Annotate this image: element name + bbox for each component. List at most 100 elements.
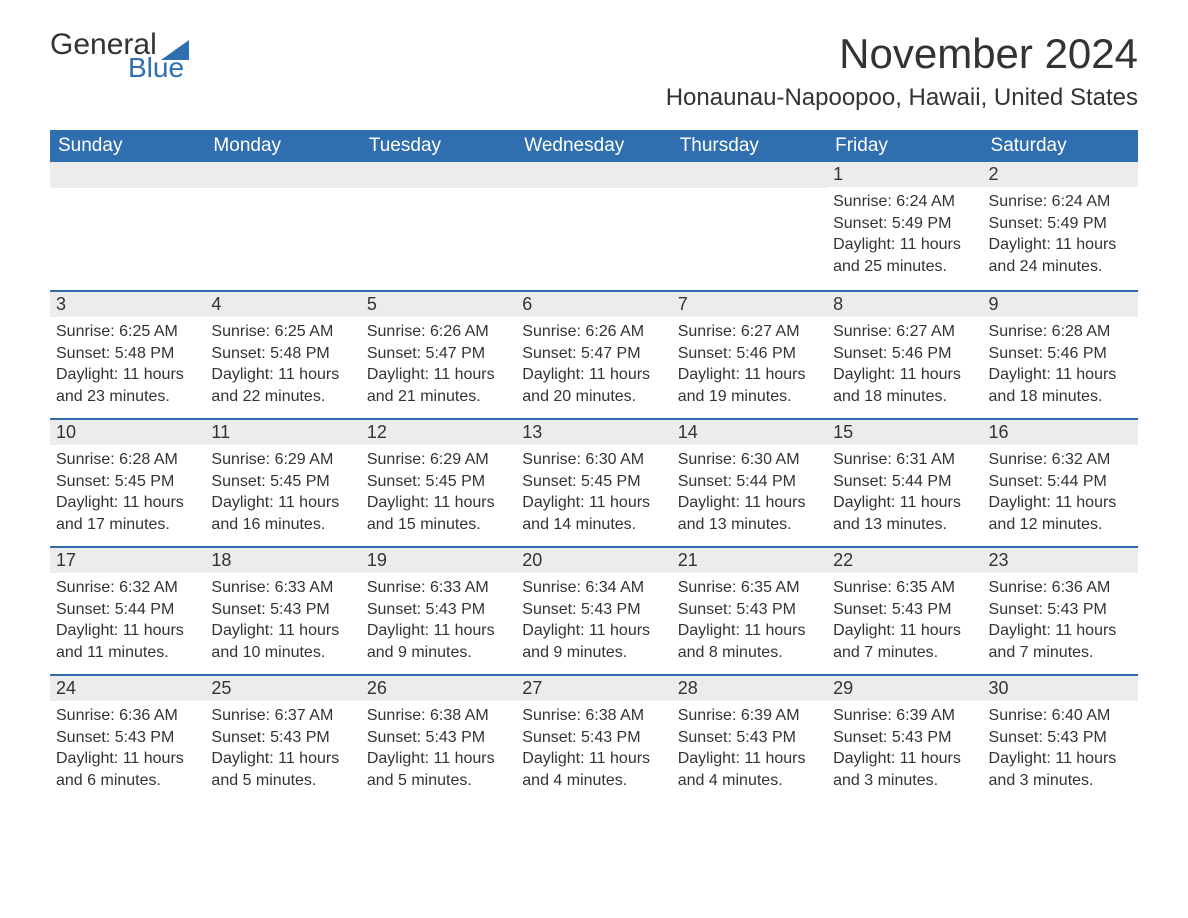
day-details: Sunrise: 6:36 AMSunset: 5:43 PMDaylight:… — [983, 573, 1138, 671]
day-number: 5 — [361, 292, 516, 317]
day-details: Sunrise: 6:36 AMSunset: 5:43 PMDaylight:… — [50, 701, 205, 799]
daylight-text-2: and 10 minutes. — [211, 642, 354, 664]
day-details: Sunrise: 6:39 AMSunset: 5:43 PMDaylight:… — [672, 701, 827, 799]
sunrise-text: Sunrise: 6:29 AM — [211, 449, 354, 471]
day-cell: 4Sunrise: 6:25 AMSunset: 5:48 PMDaylight… — [205, 292, 360, 418]
daylight-text-2: and 4 minutes. — [522, 770, 665, 792]
sunrise-text: Sunrise: 6:27 AM — [833, 321, 976, 343]
sunset-text: Sunset: 5:43 PM — [833, 727, 976, 749]
sunset-text: Sunset: 5:44 PM — [989, 471, 1132, 493]
sunset-text: Sunset: 5:45 PM — [56, 471, 199, 493]
day-details: Sunrise: 6:30 AMSunset: 5:45 PMDaylight:… — [516, 445, 671, 543]
day-cell: 11 Sunrise: 6:29 AMSunset: 5:45 PMDayligh… — [205, 420, 360, 546]
sunrise-text: Sunrise: 6:30 AM — [522, 449, 665, 471]
day-details: Sunrise: 6:29 AMSunset: 5:45 PMDaylight:… — [361, 445, 516, 543]
sunset-text: Sunset: 5:44 PM — [678, 471, 821, 493]
day-cell — [361, 162, 516, 290]
day-cell: 14Sunrise: 6:30 AMSunset: 5:44 PMDayligh… — [672, 420, 827, 546]
daylight-text-1: Daylight: 11 hours — [367, 748, 510, 770]
day-cell: 8Sunrise: 6:27 AMSunset: 5:46 PMDaylight… — [827, 292, 982, 418]
weekday-header: Thursday — [672, 130, 827, 162]
day-number: 25 — [205, 676, 360, 701]
daylight-text-2: and 21 minutes. — [367, 386, 510, 408]
daylight-text-1: Daylight: 11 hours — [211, 620, 354, 642]
sunrise-text: Sunrise: 6:32 AM — [56, 577, 199, 599]
sunset-text: Sunset: 5:43 PM — [989, 599, 1132, 621]
sunrise-text: Sunrise: 6:28 AM — [989, 321, 1132, 343]
daylight-text-2: and 11 minutes. — [56, 642, 199, 664]
sunrise-text: Sunrise: 6:24 AM — [989, 191, 1132, 213]
sunset-text: Sunset: 5:44 PM — [56, 599, 199, 621]
sunset-text: Sunset: 5:48 PM — [56, 343, 199, 365]
day-details: Sunrise: 6:32 AMSunset: 5:44 PMDaylight:… — [983, 445, 1138, 543]
sunrise-text: Sunrise: 6:26 AM — [522, 321, 665, 343]
sunset-text: Sunset: 5:45 PM — [211, 471, 354, 493]
daylight-text-1: Daylight: 11 hours — [989, 364, 1132, 386]
sunset-text: Sunset: 5:46 PM — [833, 343, 976, 365]
week-row: 3Sunrise: 6:25 AMSunset: 5:48 PMDaylight… — [50, 290, 1138, 418]
weekday-header: Sunday — [50, 130, 205, 162]
month-title: November 2024 — [666, 30, 1138, 78]
day-number: 7 — [672, 292, 827, 317]
sunset-text: Sunset: 5:46 PM — [678, 343, 821, 365]
day-number: 28 — [672, 676, 827, 701]
daylight-text-1: Daylight: 11 hours — [211, 492, 354, 514]
day-number: 23 — [983, 548, 1138, 573]
day-cell: 19Sunrise: 6:33 AMSunset: 5:43 PMDayligh… — [361, 548, 516, 674]
sunset-text: Sunset: 5:44 PM — [833, 471, 976, 493]
day-number: 10 — [50, 420, 205, 445]
daylight-text-1: Daylight: 11 hours — [989, 620, 1132, 642]
daylight-text-2: and 5 minutes. — [211, 770, 354, 792]
daylight-text-2: and 3 minutes. — [989, 770, 1132, 792]
sunrise-text: Sunrise: 6:26 AM — [367, 321, 510, 343]
daylight-text-2: and 9 minutes. — [522, 642, 665, 664]
sunrise-text: Sunrise: 6:31 AM — [833, 449, 976, 471]
weekday-header: Monday — [205, 130, 360, 162]
sunrise-text: Sunrise: 6:25 AM — [56, 321, 199, 343]
day-cell: 5Sunrise: 6:26 AMSunset: 5:47 PMDaylight… — [361, 292, 516, 418]
day-number: 29 — [827, 676, 982, 701]
day-cell: 12Sunrise: 6:29 AMSunset: 5:45 PMDayligh… — [361, 420, 516, 546]
day-cell: 29Sunrise: 6:39 AMSunset: 5:43 PMDayligh… — [827, 676, 982, 802]
day-cell: 15Sunrise: 6:31 AMSunset: 5:44 PMDayligh… — [827, 420, 982, 546]
day-cell — [672, 162, 827, 290]
day-details: Sunrise: 6:28 AMSunset: 5:45 PMDaylight:… — [50, 445, 205, 543]
sunrise-text: Sunrise: 6:32 AM — [989, 449, 1132, 471]
day-details: Sunrise: 6:24 AMSunset: 5:49 PMDaylight:… — [983, 187, 1138, 285]
day-number: 24 — [50, 676, 205, 701]
day-number: 30 — [983, 676, 1138, 701]
daylight-text-1: Daylight: 11 hours — [833, 364, 976, 386]
day-cell: 26Sunrise: 6:38 AMSunset: 5:43 PMDayligh… — [361, 676, 516, 802]
day-number: 11 — [205, 420, 360, 445]
sunset-text: Sunset: 5:43 PM — [367, 727, 510, 749]
daylight-text-1: Daylight: 11 hours — [211, 364, 354, 386]
daylight-text-2: and 15 minutes. — [367, 514, 510, 536]
day-cell: 13Sunrise: 6:30 AMSunset: 5:45 PMDayligh… — [516, 420, 671, 546]
daylight-text-1: Daylight: 11 hours — [989, 748, 1132, 770]
daylight-text-2: and 22 minutes. — [211, 386, 354, 408]
day-cell: 1Sunrise: 6:24 AMSunset: 5:49 PMDaylight… — [827, 162, 982, 290]
daylight-text-1: Daylight: 11 hours — [522, 364, 665, 386]
day-cell: 7Sunrise: 6:27 AMSunset: 5:46 PMDaylight… — [672, 292, 827, 418]
day-cell: 25Sunrise: 6:37 AMSunset: 5:43 PMDayligh… — [205, 676, 360, 802]
day-details: Sunrise: 6:26 AMSunset: 5:47 PMDaylight:… — [361, 317, 516, 415]
day-number: 19 — [361, 548, 516, 573]
sunrise-text: Sunrise: 6:33 AM — [367, 577, 510, 599]
day-details: Sunrise: 6:24 AMSunset: 5:49 PMDaylight:… — [827, 187, 982, 285]
day-cell: 23Sunrise: 6:36 AMSunset: 5:43 PMDayligh… — [983, 548, 1138, 674]
daylight-text-2: and 20 minutes. — [522, 386, 665, 408]
daylight-text-2: and 7 minutes. — [989, 642, 1132, 664]
day-details: Sunrise: 6:27 AMSunset: 5:46 PMDaylight:… — [827, 317, 982, 415]
day-cell: 27Sunrise: 6:38 AMSunset: 5:43 PMDayligh… — [516, 676, 671, 802]
day-number: 21 — [672, 548, 827, 573]
day-details: Sunrise: 6:25 AMSunset: 5:48 PMDaylight:… — [205, 317, 360, 415]
sunrise-text: Sunrise: 6:39 AM — [678, 705, 821, 727]
sunrise-text: Sunrise: 6:25 AM — [211, 321, 354, 343]
sunset-text: Sunset: 5:43 PM — [367, 599, 510, 621]
brand-logo: General Blue — [50, 30, 189, 82]
daylight-text-1: Daylight: 11 hours — [833, 492, 976, 514]
sunset-text: Sunset: 5:45 PM — [522, 471, 665, 493]
sunset-text: Sunset: 5:43 PM — [211, 599, 354, 621]
daylight-text-2: and 18 minutes. — [833, 386, 976, 408]
day-number: 4 — [205, 292, 360, 317]
